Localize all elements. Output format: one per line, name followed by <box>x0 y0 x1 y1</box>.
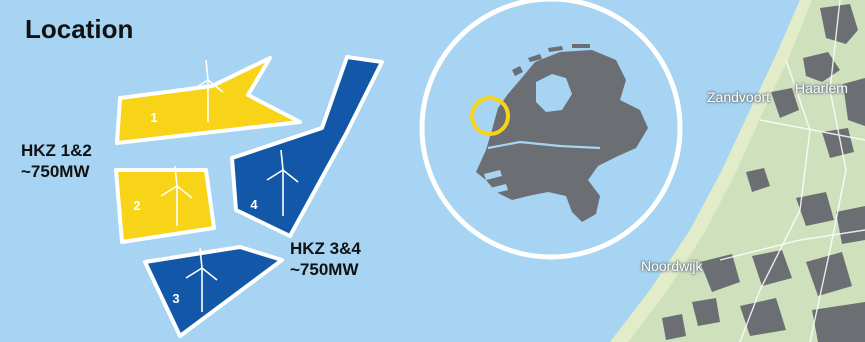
hkz-1-2-name: HKZ 1&2 <box>21 141 92 160</box>
zone-3 <box>143 245 284 338</box>
place-zandvoort: Zandvoort <box>707 89 771 105</box>
zone-4-number: 4 <box>250 197 258 212</box>
turbine-icon <box>185 247 218 312</box>
river-mouths <box>487 140 601 150</box>
hkz-3-4-capacity: ~750MW <box>290 260 359 279</box>
netherlands-shape <box>476 50 648 222</box>
turbine-icon <box>160 165 193 226</box>
map-title: Location <box>25 14 134 44</box>
urban-areas <box>662 4 865 342</box>
zeeland-islands <box>484 170 508 194</box>
zone-2 <box>114 168 216 244</box>
hkz-3-4-name: HKZ 3&4 <box>290 239 361 258</box>
hkz-1-2-capacity: ~750MW <box>21 162 90 181</box>
beach-strip <box>610 0 812 342</box>
zone-1-number: 1 <box>150 110 157 125</box>
zone-4 <box>230 55 384 238</box>
wind-area-highlight <box>470 96 510 136</box>
turbine-icon <box>266 149 299 216</box>
frisian-islands <box>512 44 590 76</box>
place-noordwijk: Noordwijk <box>641 258 703 274</box>
place-haarlem: Haarlem <box>795 80 848 96</box>
label-hkz-3-4: HKZ 3&4 ~750MW <box>290 238 361 280</box>
label-hkz-1-2: HKZ 1&2 ~750MW <box>21 140 92 182</box>
roads <box>719 0 865 342</box>
zone-2-number: 2 <box>133 198 140 213</box>
ijsselmeer <box>536 74 572 112</box>
zone-3-number: 3 <box>172 291 179 306</box>
turbine-icon <box>191 59 224 122</box>
